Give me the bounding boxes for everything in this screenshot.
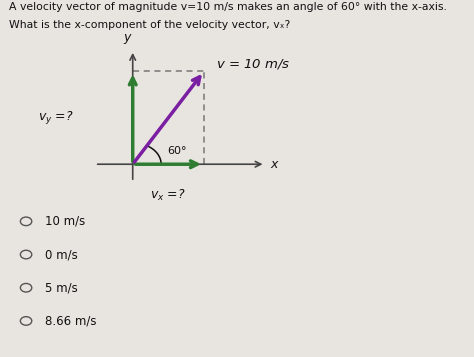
Text: What is the x-component of the velocity vector, vₓ?: What is the x-component of the velocity …: [9, 20, 291, 30]
Text: 5 m/s: 5 m/s: [45, 281, 78, 294]
Text: 60°: 60°: [167, 146, 186, 156]
Text: $v$ = 10 m/s: $v$ = 10 m/s: [216, 57, 290, 71]
Text: $v_x$ =?: $v_x$ =?: [150, 187, 186, 202]
Text: 8.66 m/s: 8.66 m/s: [45, 315, 97, 327]
Text: A velocity vector of magnitude v=10 m/s makes an angle of 60° with the x-axis.: A velocity vector of magnitude v=10 m/s …: [9, 2, 447, 12]
Text: $y$: $y$: [123, 32, 133, 46]
Text: 0 m/s: 0 m/s: [45, 248, 78, 261]
Text: $v_y$ =?: $v_y$ =?: [38, 109, 73, 126]
Text: 10 m/s: 10 m/s: [45, 215, 85, 228]
Text: $x$: $x$: [270, 158, 280, 171]
